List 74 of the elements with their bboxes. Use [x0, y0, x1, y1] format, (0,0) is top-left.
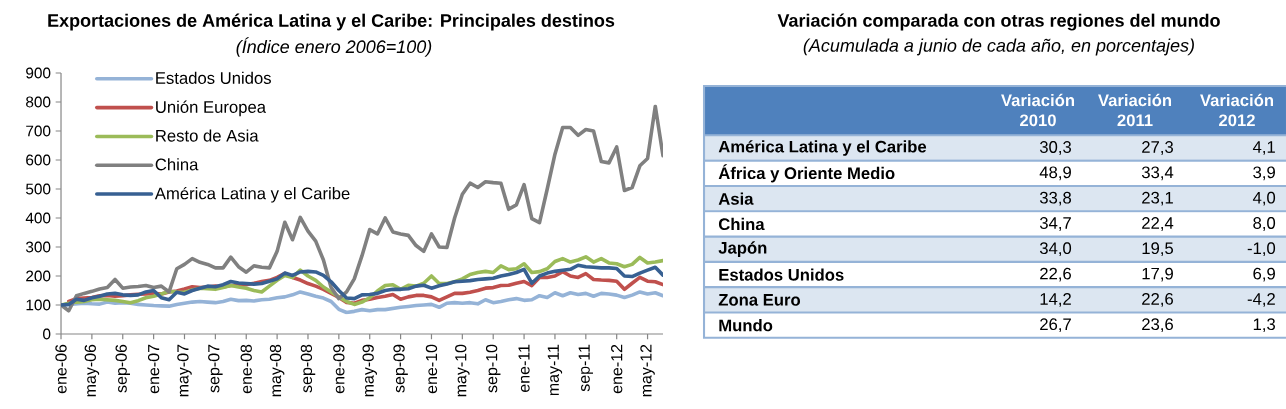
x-tick-label: sep-11 [578, 344, 593, 392]
data-label: 22,6 [1040, 267, 1071, 282]
x-tick-label: Variación 2010 [1001, 93, 1075, 127]
data-label: 34,7 [1039, 217, 1071, 231]
x-tick-label: Variación 2012 [1200, 93, 1274, 127]
y-tick-label: 500 [25, 183, 51, 195]
data-label: 26,7 [1040, 318, 1071, 333]
chart-subtitle: (Índice enero 2006=100) [236, 37, 432, 57]
legend-label: América Latina y el Caribe [154, 186, 350, 203]
chart-title: Variación comparada con otras regiones del mundo [777, 13, 1220, 31]
y-tick-label: 600 [26, 154, 51, 166]
x-tick-label: Variación 2011 [1098, 93, 1172, 127]
x-tick-label: ene-12 [611, 344, 623, 394]
y-tick-label: 0 [43, 328, 51, 340]
chart-subtitle: (Acumulada a junio de cada año, en porcentajes) [803, 38, 1194, 56]
data-label: 48,9 [1039, 166, 1071, 181]
y-tick-label: Asia [718, 192, 754, 205]
data-label: 4,1 [1252, 141, 1275, 155]
legend-label: Estados Unidos [156, 71, 271, 84]
x-tick-label: sep-10 [485, 344, 501, 393]
x-tick-label: may-06 [84, 344, 100, 397]
data-label: 17,9 [1142, 267, 1173, 282]
y-tick-label: 900 [26, 67, 51, 79]
data-label: 23,1 [1142, 191, 1173, 206]
data-label: 3,9 [1253, 166, 1275, 181]
y-tick-label: América Latina y el Caribe [718, 140, 927, 156]
y-tick-label: África y Oriente Medio [718, 164, 895, 183]
y-tick-label: Estados Unidos [719, 268, 844, 281]
y-tick-label: 800 [26, 96, 51, 108]
data-label: 19,5 [1142, 242, 1174, 257]
y-tick-label: Japón [718, 241, 767, 258]
data-label: 30,3 [1039, 141, 1071, 155]
data-label: 8,0 [1253, 217, 1276, 231]
data-label: 22,4 [1142, 217, 1174, 231]
x-tick-label: may-08 [269, 344, 285, 397]
x-tick-label: ene-06 [55, 344, 67, 394]
data-label: 4,0 [1252, 191, 1276, 206]
chart-title: Exportaciones de América Latina y el Caribe: Principales destinos [48, 13, 615, 31]
y-tick-label: Zona Euro [718, 294, 801, 306]
y-tick-label: 700 [26, 125, 51, 137]
x-tick-label: may-07 [177, 344, 192, 397]
x-tick-label: may-11 [547, 344, 563, 396]
data-label: 14,2 [1040, 293, 1071, 307]
data-label: -1,0 [1247, 242, 1276, 257]
x-tick-label: ene-10 [425, 344, 438, 394]
x-tick-label: ene-09 [333, 344, 345, 394]
data-label: 27,3 [1142, 141, 1173, 155]
y-tick-label: 400 [25, 212, 51, 224]
y-tick-label: 300 [25, 241, 51, 253]
legend-label: China [155, 158, 199, 171]
y-tick-label: China [718, 217, 765, 231]
y-tick-label: 200 [26, 270, 51, 282]
data-label: 6,9 [1253, 267, 1275, 282]
x-tick-label: may-09 [362, 344, 377, 397]
legend-label: Unión Europea [156, 100, 266, 117]
x-tick-label: sep-08 [300, 344, 316, 393]
data-label: 34,0 [1039, 242, 1072, 257]
data-label: 22,6 [1142, 293, 1173, 307]
x-tick-label: ene-08 [240, 344, 252, 394]
data-label: 1,3 [1253, 318, 1275, 333]
x-tick-label: ene-07 [147, 344, 160, 394]
y-tick-label: Mundo [719, 319, 773, 332]
x-tick-label: sep-06 [115, 344, 130, 393]
x-tick-label: sep-09 [393, 344, 408, 393]
legend-label: Resto de Asia [156, 129, 259, 142]
data-label: 33,8 [1039, 191, 1072, 206]
y-tick-label: 100 [26, 299, 51, 311]
data-label: 23,6 [1142, 318, 1173, 333]
x-tick-label: may-10 [455, 344, 470, 397]
x-tick-label: may-12 [640, 344, 655, 397]
data-label: -4,2 [1247, 293, 1275, 307]
x-tick-label: ene-11 [518, 344, 530, 392]
data-label: 33,4 [1141, 166, 1174, 181]
x-tick-label: sep-07 [208, 344, 223, 393]
